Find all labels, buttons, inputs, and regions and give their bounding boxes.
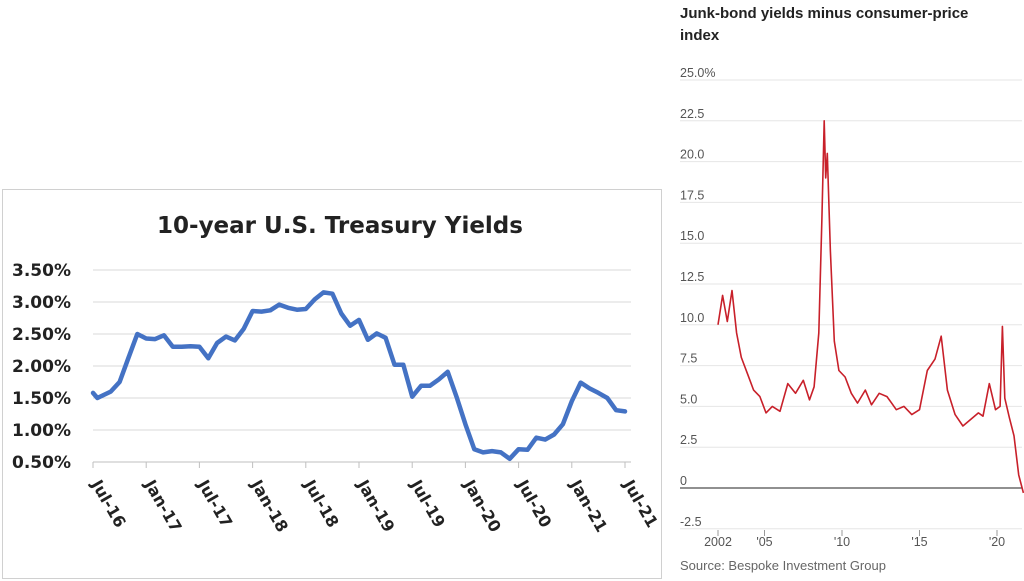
y-axis-ticks: 25.0% 22.5 20.0 17.5 15.0 12.5 10.0 7.5 5.0 2.5 0 -…: [680, 66, 715, 529]
gridlines: [680, 79, 1022, 530]
y-tick-label: 15.0: [680, 229, 704, 243]
y-tick-label: 2.50%: [12, 325, 71, 345]
y-tick-label: 3.50%: [12, 261, 71, 281]
junk-bond-chart-title: Junk-bond yields minus consumer-price in…: [680, 5, 969, 44]
y-tick-label: 5.0: [680, 392, 697, 406]
y-tick-label: 0.50%: [12, 453, 71, 473]
y-tick-label: 17.5: [680, 188, 704, 202]
y-tick-label: 25.0%: [680, 66, 715, 80]
y-tick-label: 3.00%: [12, 293, 71, 313]
treasury-chart-svg: 10-year U.S. Treasury Yields 3.50% 3.00% 2…: [12, 213, 661, 535]
series-line-junk-bond-spread: [717, 120, 1024, 494]
y-axis-ticks: 3.50% 3.00% 2.50% 2.00% 1.50% 1.00% 0.50%: [12, 261, 71, 473]
x-axis-ticks: 2002 '05 '10 '15 '20: [704, 530, 1005, 549]
y-tick-label: 7.5: [680, 352, 697, 366]
x-tick-label: '10: [834, 535, 850, 549]
x-tick-label: '05: [756, 535, 772, 549]
y-tick-label: 22.5: [680, 107, 704, 121]
y-tick-label: 10.0: [680, 311, 704, 325]
x-tick-label: '20: [989, 535, 1005, 549]
x-tick-label: '15: [911, 535, 927, 549]
y-tick-label: 20.0: [680, 148, 704, 162]
y-tick-label: 1.50%: [12, 389, 71, 409]
y-tick-label: 0: [680, 474, 687, 488]
y-tick-label: 2.5: [680, 433, 697, 447]
y-tick-label: 12.5: [680, 270, 704, 284]
x-tick-label: 2002: [704, 535, 732, 549]
series-line-treasury-yield: [90, 290, 628, 462]
y-tick-label: -2.5: [680, 515, 702, 529]
chart-title: 10-year U.S. Treasury Yields: [157, 213, 523, 239]
y-tick-label: 1.00%: [12, 421, 71, 441]
y-tick-label: 2.00%: [12, 357, 71, 377]
source-note: Source: Bespoke Investment Group: [680, 558, 886, 573]
treasury-chart-panel: 10-year U.S. Treasury Yields 3.50% 3.00% 2…: [2, 189, 662, 579]
